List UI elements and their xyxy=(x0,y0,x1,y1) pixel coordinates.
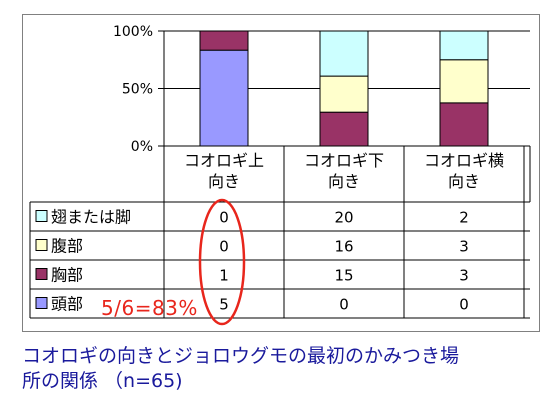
y-tick-label: 50% xyxy=(122,82,153,98)
table-cell-value: 0 xyxy=(339,296,349,314)
bar-segment xyxy=(199,30,249,51)
category-label: 向き xyxy=(208,172,240,191)
legend-swatch xyxy=(35,297,48,309)
legend-swatch xyxy=(35,210,48,222)
table-cell-value: 3 xyxy=(459,267,469,285)
table-cell-value: 20 xyxy=(334,209,353,227)
category-label: コオロギ上 xyxy=(184,151,264,170)
bar-segment xyxy=(319,75,369,113)
y-tick-label: 0% xyxy=(131,139,153,155)
table-cell-value: 2 xyxy=(459,209,469,227)
y-tick-label: 100% xyxy=(113,24,153,40)
category-label: コオロギ横 xyxy=(424,151,504,170)
percentage-annotation: 5/6=83% xyxy=(101,296,198,320)
table-cell-value: 1 xyxy=(219,267,229,285)
bar-segment xyxy=(439,59,489,104)
caption-line-2: 所の関係 （n=65) xyxy=(22,370,183,392)
bar-segment xyxy=(439,102,489,147)
bar-segment xyxy=(319,111,369,147)
legend-label: 胸部 xyxy=(51,266,83,285)
category-label: コオロギ下 xyxy=(304,151,384,170)
legend-label: 頭部 xyxy=(51,295,83,314)
legend-swatch xyxy=(35,268,48,280)
legend-swatch xyxy=(35,239,48,251)
chart-caption: コオロギの向きとジョロウグモの最初のかみつき場 所の関係 （n=65) xyxy=(22,344,552,394)
legend-label: 腹部 xyxy=(51,237,83,256)
highlight-ellipse xyxy=(198,198,246,326)
table-cell-value: 5 xyxy=(219,296,229,314)
bar-segment xyxy=(319,30,369,77)
table-cell-value: 0 xyxy=(219,238,229,256)
table-cell-value: 16 xyxy=(334,238,353,256)
bar-segment xyxy=(199,49,249,147)
bar-segment xyxy=(439,30,489,61)
legend-label: 翅または脚 xyxy=(51,208,131,227)
category-label: 向き xyxy=(328,172,360,191)
table-cell-value: 3 xyxy=(459,238,469,256)
table-cell-value: 0 xyxy=(459,296,469,314)
table-cell-value: 15 xyxy=(334,267,353,285)
category-label: 向き xyxy=(448,172,480,191)
table-cell-value: 0 xyxy=(219,209,229,227)
caption-line-1: コオロギの向きとジョロウグモの最初のかみつき場 xyxy=(22,345,460,367)
